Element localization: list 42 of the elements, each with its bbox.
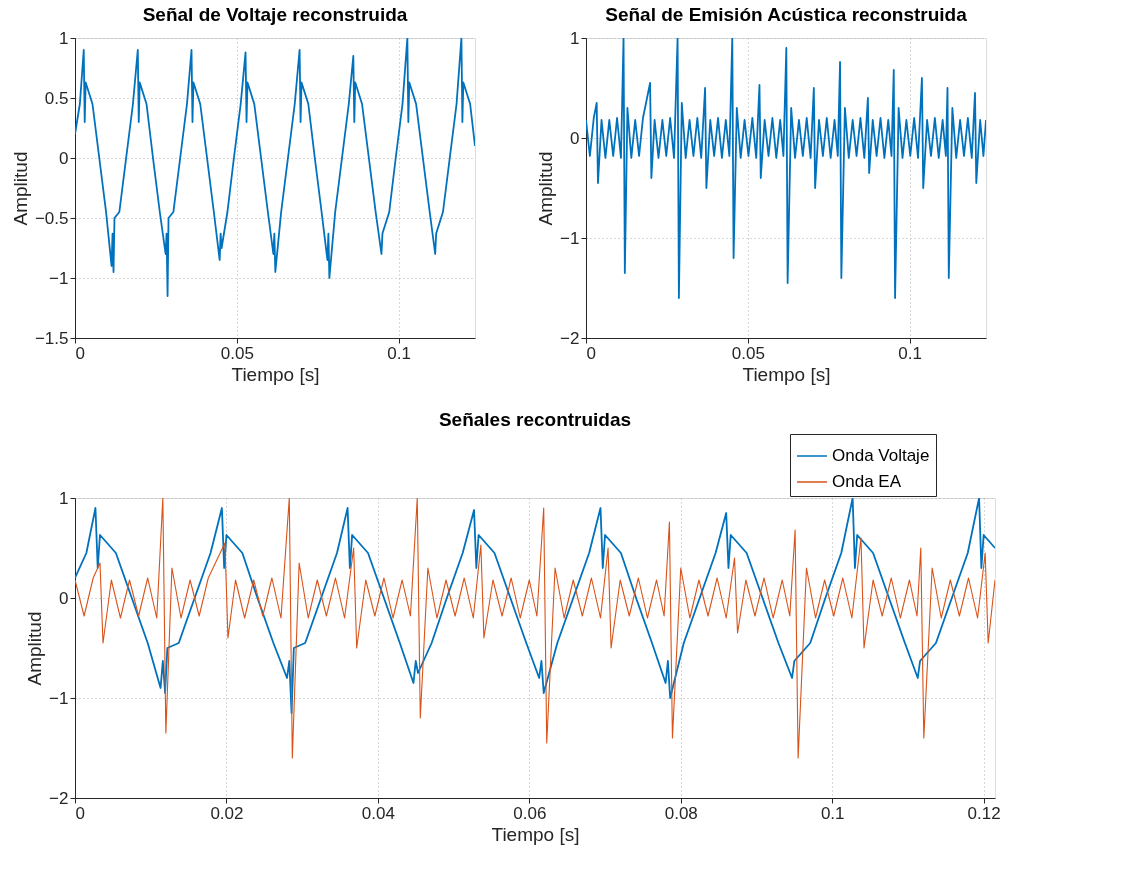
y-axis-title: Amplitud <box>24 611 46 686</box>
y-tick-label: 1 <box>59 28 69 48</box>
x-axis-title: Tiempo [s] <box>491 823 580 845</box>
x-tick-label: 0.04 <box>361 803 395 823</box>
x-tick-label: 0.05 <box>220 343 254 363</box>
legend-label: Onda EA <box>832 472 902 491</box>
x-tick-label: 0.1 <box>820 803 845 823</box>
chart-title: Señal de Voltaje reconstruida <box>142 4 408 25</box>
y-tick-label: 0 <box>570 128 580 148</box>
x-tick-label: 0.1 <box>898 343 922 363</box>
y-tick-label: 0 <box>59 148 69 168</box>
x-tick-label: 0.12 <box>967 803 1001 823</box>
y-tick-label: 1 <box>59 488 69 508</box>
y-tick-label: −1 <box>560 228 580 248</box>
line-series <box>75 38 475 297</box>
x-tick-label: 0.05 <box>731 343 765 363</box>
line-series <box>75 498 995 714</box>
x-tick-label: 0 <box>75 343 85 363</box>
x-tick-label: 0 <box>75 803 85 823</box>
y-tick-label: −0.5 <box>34 208 69 228</box>
y-tick-label: −2 <box>560 328 580 348</box>
y-tick-label: −2 <box>49 788 69 808</box>
x-tick-label: 0.1 <box>387 343 411 363</box>
chart-title: Señales recontruidas <box>438 408 632 430</box>
x-tick-label: 0.08 <box>664 803 698 823</box>
y-tick-label: −1 <box>49 268 69 288</box>
line-series <box>75 498 995 759</box>
y-axis-title: Amplitud <box>9 151 31 226</box>
y-tick-label: 1 <box>570 28 580 48</box>
y-tick-label: 0 <box>59 588 69 608</box>
y-tick-label: −1 <box>49 688 69 708</box>
x-tick-label: 0.02 <box>210 803 244 823</box>
x-tick-label: 0.06 <box>513 803 547 823</box>
x-axis-title: Tiempo [s] <box>742 363 831 385</box>
y-tick-label: −1.5 <box>34 328 69 348</box>
legend-label: Onda Voltaje <box>832 446 930 465</box>
y-tick-label: 0.5 <box>44 88 69 108</box>
line-series <box>586 38 986 299</box>
x-axis-title: Tiempo [s] <box>231 363 320 385</box>
x-tick-label: 0 <box>586 343 596 363</box>
chart-title: Señal de Emisión Acústica reconstruida <box>605 4 968 25</box>
y-axis-title: Amplitud <box>535 151 557 226</box>
